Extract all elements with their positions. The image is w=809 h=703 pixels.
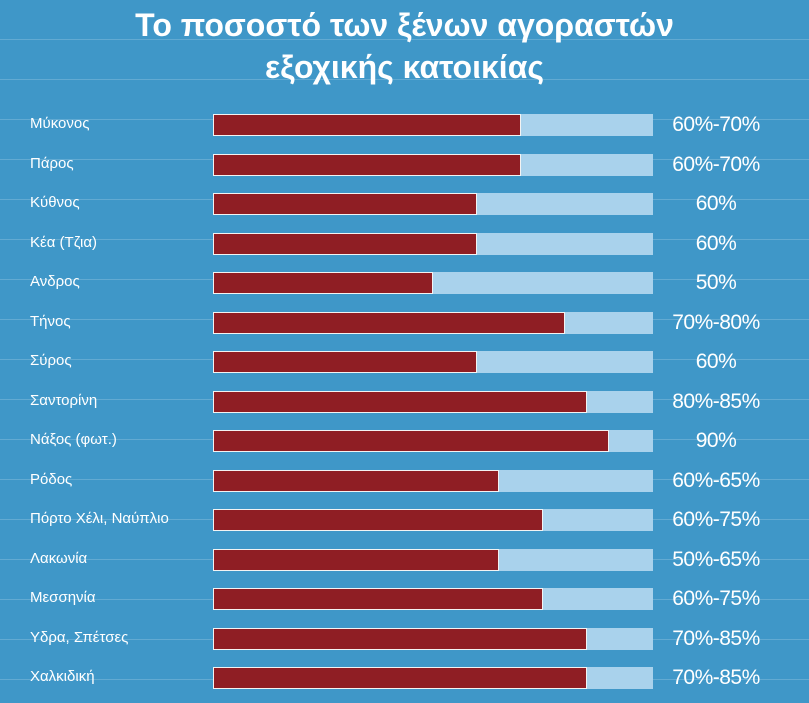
bar-row: Τήνος 70%-80% — [0, 304, 809, 344]
bar — [213, 627, 587, 650]
value-label: 50%-65% — [672, 547, 760, 571]
category-label: Κύθνος — [30, 194, 80, 211]
bar — [213, 351, 477, 373]
value-label: 90% — [695, 429, 737, 452]
bar-row: Κύθνος 60% — [0, 185, 809, 225]
category-label: Σαντορίνη — [30, 391, 98, 409]
chart-title-line-2: εξοχικής κατοικίας — [265, 49, 544, 85]
bar-row: Πάρος 60%-70% — [0, 146, 809, 186]
category-label: Λακωνία — [30, 549, 88, 567]
value-label: 60%-70% — [672, 152, 760, 176]
bar — [213, 469, 499, 492]
bar — [213, 509, 543, 531]
bar — [213, 667, 587, 689]
bar-row: Ρόδος 60%-65% — [0, 462, 809, 502]
bar-row: Πόρτο Χέλι, Ναύπλιο 60%-75% — [0, 501, 809, 541]
value-label: 60%-75% — [672, 508, 760, 531]
value-label: 70%-80% — [672, 310, 760, 334]
bar — [213, 430, 609, 452]
chart-title: Το ποσοστό των ξένων αγοραστών εξοχικής … — [0, 4, 809, 88]
bar-row: Σύρος 60% — [0, 343, 809, 383]
category-label: Χαλκιδική — [30, 668, 95, 685]
value-label: 60%-65% — [672, 468, 760, 492]
bar-row: Χαλκιδική 70%-85% — [0, 659, 809, 699]
bar — [213, 588, 543, 610]
bar-row: Σαντορίνη 80%-85% — [0, 383, 809, 423]
value-label: 60% — [695, 231, 737, 255]
category-label: Ανδρος — [30, 273, 80, 290]
bar — [213, 311, 565, 334]
bar-row: Υδρα, Σπέτσες 70%-85% — [0, 620, 809, 660]
bar — [213, 272, 433, 294]
value-label: 60% — [695, 350, 737, 373]
bar — [213, 114, 521, 136]
value-label: 70%-85% — [672, 626, 760, 650]
bar — [213, 193, 477, 215]
category-label: Υδρα, Σπέτσες — [30, 628, 129, 646]
category-label: Πάρος — [30, 154, 74, 172]
bar — [213, 390, 587, 413]
value-label: 50% — [695, 271, 737, 294]
bar — [213, 548, 499, 571]
bar-row: Μύκονος 60%-70% — [0, 106, 809, 146]
value-label: 70%-85% — [672, 666, 760, 689]
category-label: Πόρτο Χέλι, Ναύπλιο — [30, 510, 169, 527]
category-label: Μεσσηνία — [30, 589, 96, 606]
bar-row: Νάξος (φωτ.) 90% — [0, 422, 809, 462]
chart-title-line-1: Το ποσοστό των ξένων αγοραστών — [135, 7, 674, 43]
value-label: 60%-75% — [672, 587, 760, 610]
category-label: Κέα (Τζια) — [30, 233, 98, 251]
category-label: Τήνος — [30, 312, 71, 330]
bar-row: Ανδρος 50% — [0, 264, 809, 304]
category-label: Μύκονος — [30, 115, 90, 132]
bar-row: Λακωνία 50%-65% — [0, 541, 809, 581]
category-label: Σύρος — [30, 352, 72, 369]
value-label: 60%-70% — [672, 113, 760, 136]
bar — [213, 232, 477, 255]
value-label: 80%-85% — [672, 389, 760, 413]
bar-row: Κέα (Τζια) 60% — [0, 225, 809, 265]
category-label: Ρόδος — [30, 470, 73, 488]
value-label: 60% — [695, 192, 737, 215]
bar-row: Μεσσηνία 60%-75% — [0, 580, 809, 620]
bar — [213, 153, 521, 176]
category-label: Νάξος (φωτ.) — [30, 431, 117, 448]
